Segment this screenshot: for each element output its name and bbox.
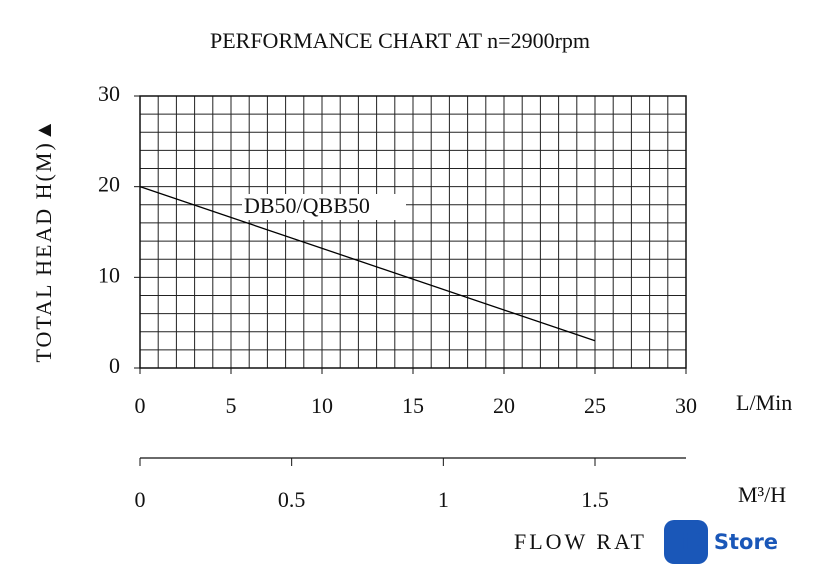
x2-tick-label: 0.5 <box>278 487 306 512</box>
x-tick-label: 20 <box>493 393 515 418</box>
y-tick-label: 0 <box>109 353 120 378</box>
x2-axis-label: M³/H <box>738 482 786 507</box>
x-tick-label: 5 <box>226 393 237 418</box>
watermark: iD Store <box>682 530 778 554</box>
series-label: DB50/QBB50 <box>244 193 370 218</box>
x-tick-label: 30 <box>675 393 697 418</box>
y-tick-label: 10 <box>98 262 120 287</box>
footer: FLOW RAT <box>514 529 647 554</box>
x-tick-label: 15 <box>402 393 424 418</box>
x-axis-label: L/Min <box>736 390 792 415</box>
x-tick-label: 10 <box>311 393 333 418</box>
series-line <box>139 186 596 342</box>
x2-tick-label: 0 <box>135 487 146 512</box>
y-tick-label: 20 <box>98 172 120 197</box>
series-label-bg <box>242 194 406 220</box>
x-tick-label: 25 <box>584 393 606 418</box>
x-tick-label: 0 <box>135 393 146 418</box>
chart-title: PERFORMANCE CHART AT n=2900rpm <box>210 28 590 53</box>
watermark-badge <box>664 520 708 564</box>
y-tick-label: 30 <box>98 81 120 106</box>
x2-tick-label: 1 <box>438 487 449 512</box>
y-axis-label: TOTAL HEAD H(M)▲ <box>31 117 56 362</box>
x2-tick-label: 1.5 <box>581 487 609 512</box>
